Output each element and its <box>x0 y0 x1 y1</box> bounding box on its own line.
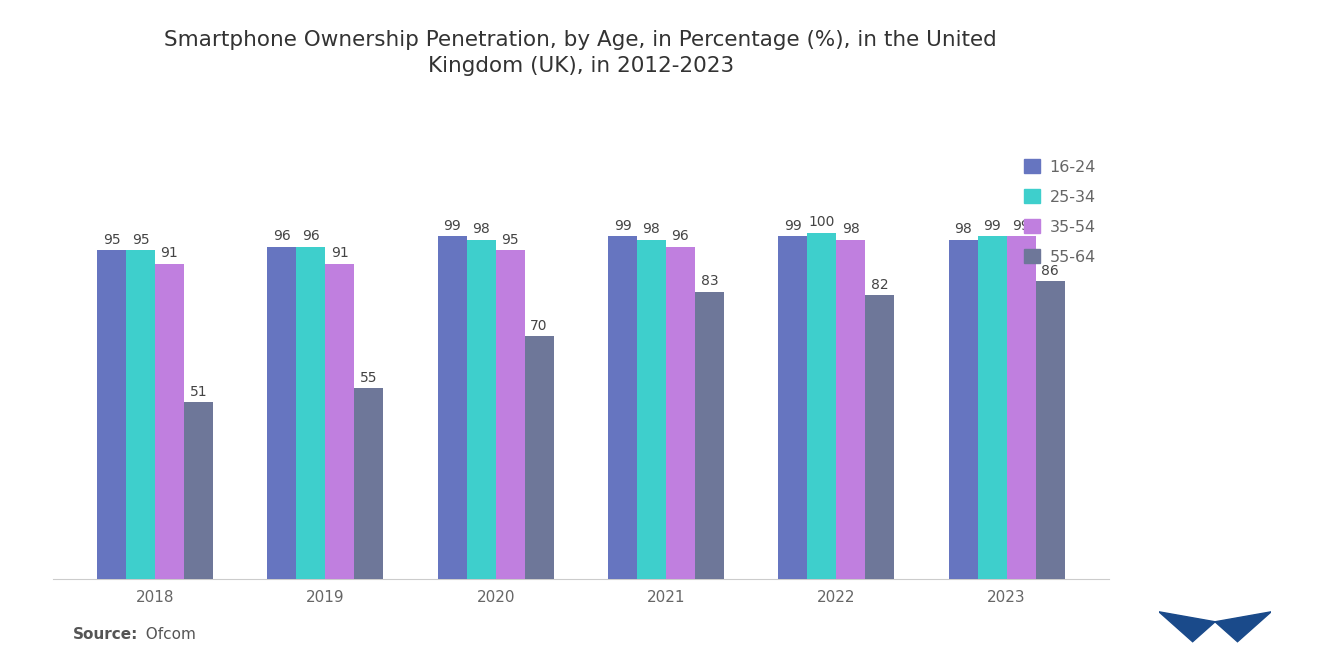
Bar <box>837 239 865 579</box>
Text: 95: 95 <box>132 233 149 247</box>
Bar <box>297 247 325 579</box>
Text: 96: 96 <box>302 229 319 243</box>
Bar <box>865 295 894 579</box>
Text: Smartphone Ownership Penetration, by Age, in Percentage (%), in the United
Kingd: Smartphone Ownership Penetration, by Age… <box>165 30 997 76</box>
Text: 99: 99 <box>444 219 461 233</box>
Bar <box>325 264 354 579</box>
Text: Ofcom: Ofcom <box>136 626 195 642</box>
Text: 99: 99 <box>983 219 1001 233</box>
Text: 100: 100 <box>809 215 836 229</box>
Bar <box>183 402 213 579</box>
Text: 91: 91 <box>161 247 178 261</box>
Text: 98: 98 <box>842 222 859 236</box>
Text: 83: 83 <box>701 274 718 288</box>
Text: 91: 91 <box>331 247 348 261</box>
Text: 82: 82 <box>871 277 888 291</box>
Bar <box>609 236 638 579</box>
Bar <box>125 250 154 579</box>
Bar <box>524 336 553 579</box>
Bar <box>495 250 524 579</box>
Polygon shape <box>1159 612 1214 642</box>
Bar <box>694 291 723 579</box>
Text: 95: 95 <box>502 233 519 247</box>
Text: 96: 96 <box>273 229 290 243</box>
Bar <box>467 239 495 579</box>
Bar <box>268 247 297 579</box>
Bar <box>1036 281 1064 579</box>
Text: 55: 55 <box>360 371 378 385</box>
Bar <box>949 239 978 579</box>
Text: 70: 70 <box>531 319 548 333</box>
Bar <box>779 236 808 579</box>
Text: 95: 95 <box>103 233 120 247</box>
Legend: 16-24, 25-34, 35-54, 55-64: 16-24, 25-34, 35-54, 55-64 <box>1019 154 1101 269</box>
Text: 98: 98 <box>954 222 972 236</box>
Text: 96: 96 <box>672 229 689 243</box>
Text: 98: 98 <box>643 222 660 236</box>
Bar <box>354 388 383 579</box>
Text: 99: 99 <box>1012 219 1030 233</box>
Text: 99: 99 <box>784 219 801 233</box>
Bar <box>438 236 467 579</box>
Bar <box>1007 236 1036 579</box>
Text: 86: 86 <box>1041 264 1059 278</box>
Polygon shape <box>1214 612 1271 642</box>
Text: Source:: Source: <box>73 626 139 642</box>
Bar <box>98 250 125 579</box>
Bar <box>667 247 694 579</box>
Text: 99: 99 <box>614 219 631 233</box>
Bar <box>154 264 183 579</box>
Bar <box>808 233 837 579</box>
Text: 51: 51 <box>190 385 207 399</box>
Text: 98: 98 <box>473 222 490 236</box>
Bar <box>978 236 1007 579</box>
Bar <box>638 239 667 579</box>
